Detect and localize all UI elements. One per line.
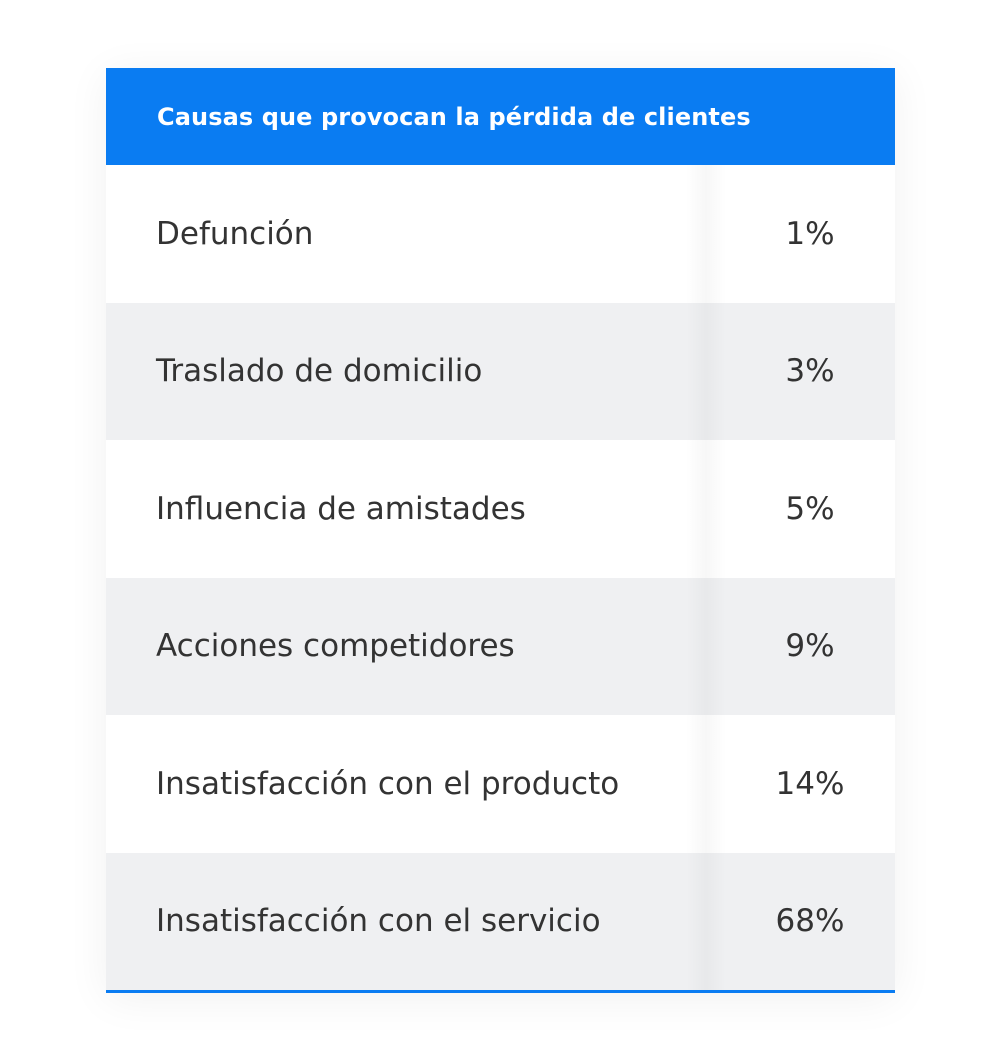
row-label: Traslado de domicilio bbox=[156, 353, 483, 390]
row-value: 14% bbox=[775, 765, 845, 802]
table-body: Defunción 1% Traslado de domicilio 3% In… bbox=[106, 165, 895, 990]
data-table: Causas que provocan la pérdida de client… bbox=[106, 68, 895, 993]
table-header: Causas que provocan la pérdida de client… bbox=[106, 68, 895, 165]
table-row: Traslado de domicilio 3% bbox=[106, 302, 895, 440]
row-value: 3% bbox=[785, 353, 835, 390]
row-label: Influencia de amistades bbox=[156, 490, 526, 527]
row-value: 9% bbox=[785, 628, 835, 665]
row-label: Insatisfacción con el producto bbox=[156, 765, 620, 802]
table-row: Insatisfacción con el servicio 68% bbox=[106, 852, 895, 990]
table-title: Causas que provocan la pérdida de client… bbox=[157, 102, 751, 131]
table-bottom-rule bbox=[106, 990, 895, 993]
table-row: Influencia de amistades 5% bbox=[106, 440, 895, 578]
row-value: 1% bbox=[785, 215, 835, 252]
table-row: Insatisfacción con el producto 14% bbox=[106, 715, 895, 853]
row-label: Defunción bbox=[156, 215, 314, 252]
row-label: Insatisfacción con el servicio bbox=[156, 903, 601, 940]
table-row: Acciones competidores 9% bbox=[106, 577, 895, 715]
row-label: Acciones competidores bbox=[156, 628, 515, 665]
row-value: 5% bbox=[785, 490, 835, 527]
table-row: Defunción 1% bbox=[106, 165, 895, 303]
row-value: 68% bbox=[775, 903, 845, 940]
